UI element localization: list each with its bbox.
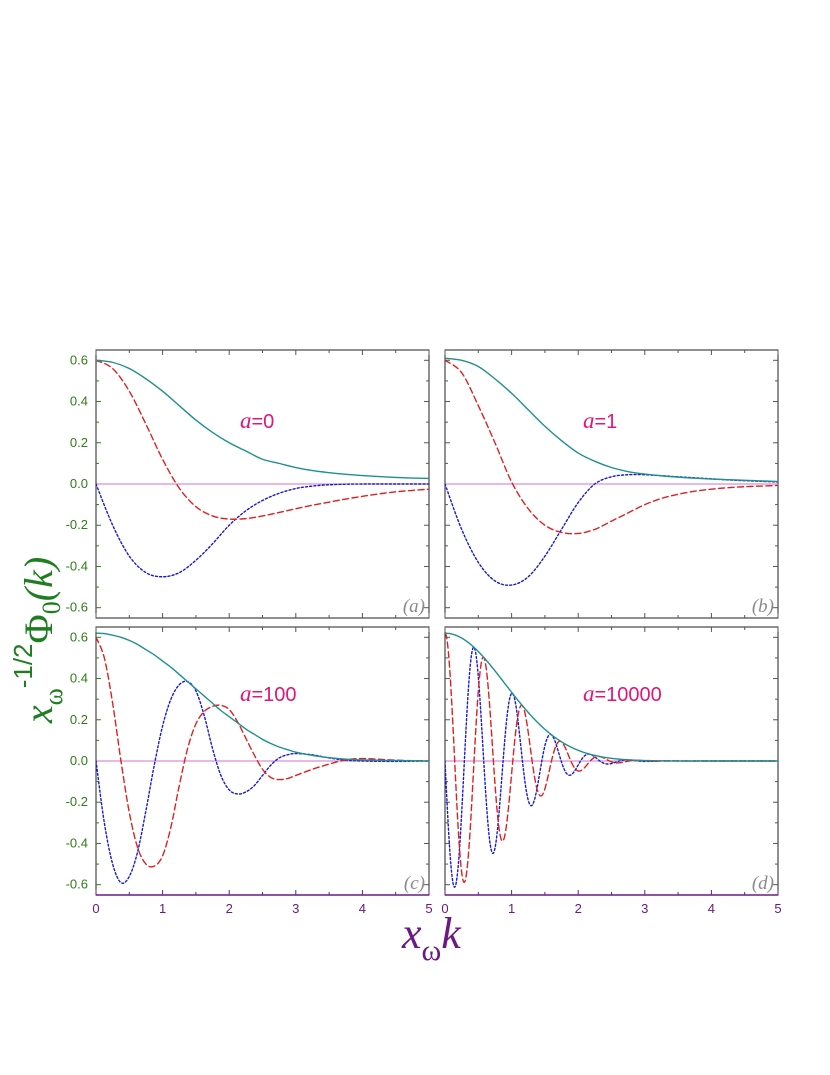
xlabel-var: k	[441, 909, 462, 958]
svg-text:xωk: xωk	[401, 909, 462, 967]
envelope-line	[445, 357, 778, 483]
param-label: a=1	[583, 408, 617, 433]
x-tick-label: 5	[425, 901, 432, 916]
y-tick-label: -0.6	[66, 600, 88, 615]
param-value: =100	[252, 684, 297, 706]
panel-c: 0.6 0.4 0.2 0.0 -0.2 -0.4 -0.6 0 1 2 3 4 5 a=100 (c)	[66, 626, 433, 916]
ylabel-sub: ω	[39, 688, 68, 705]
x-tick-label: 0	[441, 901, 448, 916]
y-tick-label: 0.4	[70, 671, 88, 686]
ylabel-arg: (k)	[16, 557, 61, 601]
panel-label: (b)	[752, 596, 774, 617]
x-tick-label: 3	[641, 901, 648, 916]
y-tick-label: 0.0	[70, 753, 88, 768]
y-tick-label: -0.2	[66, 517, 88, 532]
y-tick-label: 0.2	[70, 435, 88, 450]
y-tick-label: 0.2	[70, 712, 88, 727]
panel-label: (d)	[752, 873, 774, 894]
panel-a: 0.6 0.4 0.2 0.0 -0.2 -0.4 -0.6 a=0 (a)	[66, 349, 430, 619]
y-tick-label: 0.6	[70, 629, 88, 644]
param-value: =0	[252, 411, 275, 433]
param-label: a=10000	[583, 681, 662, 706]
svg-text:xω-1/2Φ0(k): xω-1/2Φ0(k)	[8, 557, 68, 724]
x-tick-label: 5	[774, 901, 781, 916]
x-tick-label: 3	[292, 901, 299, 916]
panel-label: (c)	[404, 873, 425, 894]
x-tick-label: 4	[359, 901, 366, 916]
ylabel-main: Φ	[16, 614, 61, 643]
panel-curves	[96, 632, 429, 884]
y-tick-label: -0.4	[66, 558, 88, 573]
param-label: a=100	[240, 681, 297, 706]
ylabel-sup: -1/2	[8, 643, 38, 688]
panel-label: (a)	[403, 596, 425, 617]
param-symbol: a	[583, 681, 595, 706]
panel-curves	[96, 359, 429, 578]
panel-curves	[445, 357, 778, 586]
y-tick-label: -0.2	[66, 794, 88, 809]
y-axis-label: xω-1/2Φ0(k)	[8, 557, 68, 724]
imag-part-line	[96, 680, 429, 884]
imag-part-line	[96, 483, 429, 578]
real-part-line	[96, 359, 429, 520]
y-tick-label: 0.6	[70, 352, 88, 367]
xlabel-base: x	[401, 909, 422, 958]
imag-part-line	[445, 473, 778, 586]
param-symbol: a	[240, 681, 252, 706]
y-tick-label: 0.4	[70, 394, 88, 409]
x-tick-label: 2	[226, 901, 233, 916]
x-tick-label: 1	[159, 901, 166, 916]
y-tick-label: -0.4	[66, 835, 88, 850]
param-value: =10000	[595, 684, 662, 706]
param-label: a=0	[240, 408, 274, 433]
panel-b: a=1 (b)	[444, 349, 779, 619]
envelope-line	[96, 359, 429, 480]
real-part-line	[445, 359, 778, 535]
y-tick-label: -0.6	[66, 877, 88, 892]
panel-curves	[445, 632, 778, 888]
ylabel-base: x	[16, 705, 61, 724]
x-tick-label: 2	[575, 901, 582, 916]
ylabel-main-sub: 0	[37, 601, 66, 614]
x-tick-label: 0	[92, 901, 99, 916]
param-value: =1	[595, 411, 618, 433]
xlabel-sub: ω	[422, 934, 442, 967]
x-axis-label: xωk	[401, 909, 462, 967]
param-symbol: a	[583, 408, 595, 433]
y-tick-label: 0.0	[70, 476, 88, 491]
envelope-line	[96, 632, 429, 762]
real-part-line	[96, 636, 429, 868]
param-symbol: a	[240, 408, 252, 433]
envelope-line	[445, 632, 778, 762]
x-tick-label: 1	[508, 901, 515, 916]
x-tick-label: 4	[708, 901, 715, 916]
panel-d: 0 1 2 3 4 5 a=10000 (d)	[441, 626, 782, 916]
